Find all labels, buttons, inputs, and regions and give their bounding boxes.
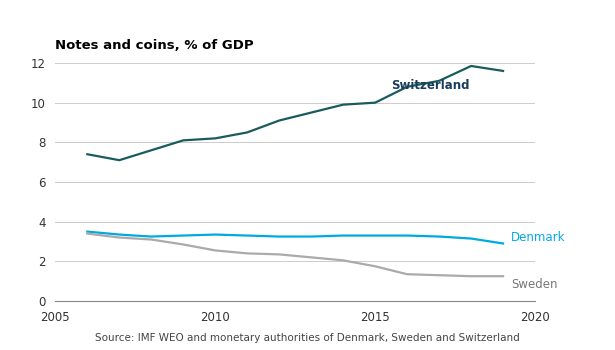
Text: Source: IMF WEO and monetary authorities of Denmark, Sweden and Switzerland: Source: IMF WEO and monetary authorities… xyxy=(95,333,520,343)
Text: Switzerland: Switzerland xyxy=(391,79,470,92)
Text: Sweden: Sweden xyxy=(511,278,558,290)
Text: Notes and coins, % of GDP: Notes and coins, % of GDP xyxy=(55,39,254,52)
Text: Denmark: Denmark xyxy=(511,231,566,244)
